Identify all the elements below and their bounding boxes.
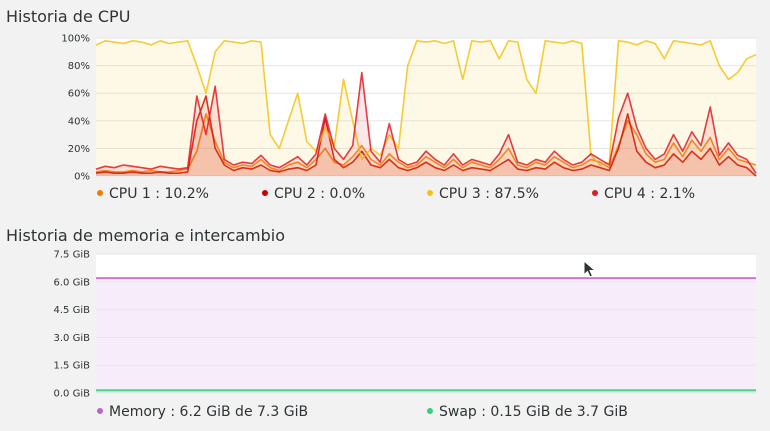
memory-history-title: Historia de memoria e intercambio xyxy=(6,226,286,245)
legend-cpu-2: CPU 2 : 0.0% xyxy=(262,186,365,202)
legend-label-memory: Memory : 6.2 GiB de 7.3 GiB xyxy=(109,404,309,420)
y-tick-label: 40% xyxy=(68,116,90,127)
y-tick-label: 3.0 GiB xyxy=(54,333,91,344)
series-line-cpu-4 xyxy=(95,71,757,174)
legend-swap: Swap : 0.15 GiB de 3.7 GiB xyxy=(427,404,628,420)
legend-dot-cpu-1 xyxy=(97,190,103,196)
y-tick-label: 80% xyxy=(68,61,90,72)
series-area-cpu-3 xyxy=(96,40,756,176)
legend-label-swap: Swap : 0.15 GiB de 3.7 GiB xyxy=(439,404,628,420)
legend-label-cpu-3: CPU 3 : 87.5% xyxy=(439,186,539,202)
legend-dot-cpu-4 xyxy=(592,190,598,196)
legend-dot-cpu-2 xyxy=(262,190,268,196)
y-tick-label: 1.5 GiB xyxy=(54,361,91,372)
y-tick-label: 6.0 GiB xyxy=(54,277,91,288)
swap-area xyxy=(96,390,756,393)
legend-dot-memory xyxy=(97,408,103,414)
cpu-history-chart: 0% 20% 40% 60% 80% 100% xyxy=(61,34,757,183)
y-tick-label: 0% xyxy=(74,172,90,183)
y-tick-label: 20% xyxy=(68,144,90,155)
series-line-cpu-3 xyxy=(95,40,757,166)
legend-label-cpu-1: CPU 1 : 10.2% xyxy=(109,186,209,202)
memory-area xyxy=(96,278,756,393)
y-tick-label: 7.5 GiB xyxy=(54,250,91,261)
legend-memory: Memory : 6.2 GiB de 7.3 GiB xyxy=(97,404,308,420)
legend-cpu-3: CPU 3 : 87.5% xyxy=(427,186,539,202)
y-tick-label: 100% xyxy=(61,34,90,45)
legend-dot-cpu-3 xyxy=(427,190,433,196)
series-line-cpu-2 xyxy=(95,95,757,177)
series-area-cpu-4 xyxy=(96,72,756,176)
mouse-pointer-icon xyxy=(583,260,597,278)
y-tick-label: 4.5 GiB xyxy=(54,305,91,316)
y-tick-label: 60% xyxy=(68,89,90,100)
legend-cpu-4: CPU 4 : 2.1% xyxy=(592,186,695,202)
legend-cpu-1: CPU 1 : 10.2% xyxy=(97,186,209,202)
series-area-cpu-2 xyxy=(96,96,756,176)
legend-label-cpu-2: CPU 2 : 0.0% xyxy=(274,186,366,202)
series-line-cpu-1 xyxy=(95,113,757,173)
legend-label-cpu-4: CPU 4 : 2.1% xyxy=(604,186,696,202)
y-tick-label: 0.0 GiB xyxy=(54,389,91,400)
cpu-history-title: Historia de CPU xyxy=(6,7,131,26)
legend-dot-swap xyxy=(427,408,433,414)
